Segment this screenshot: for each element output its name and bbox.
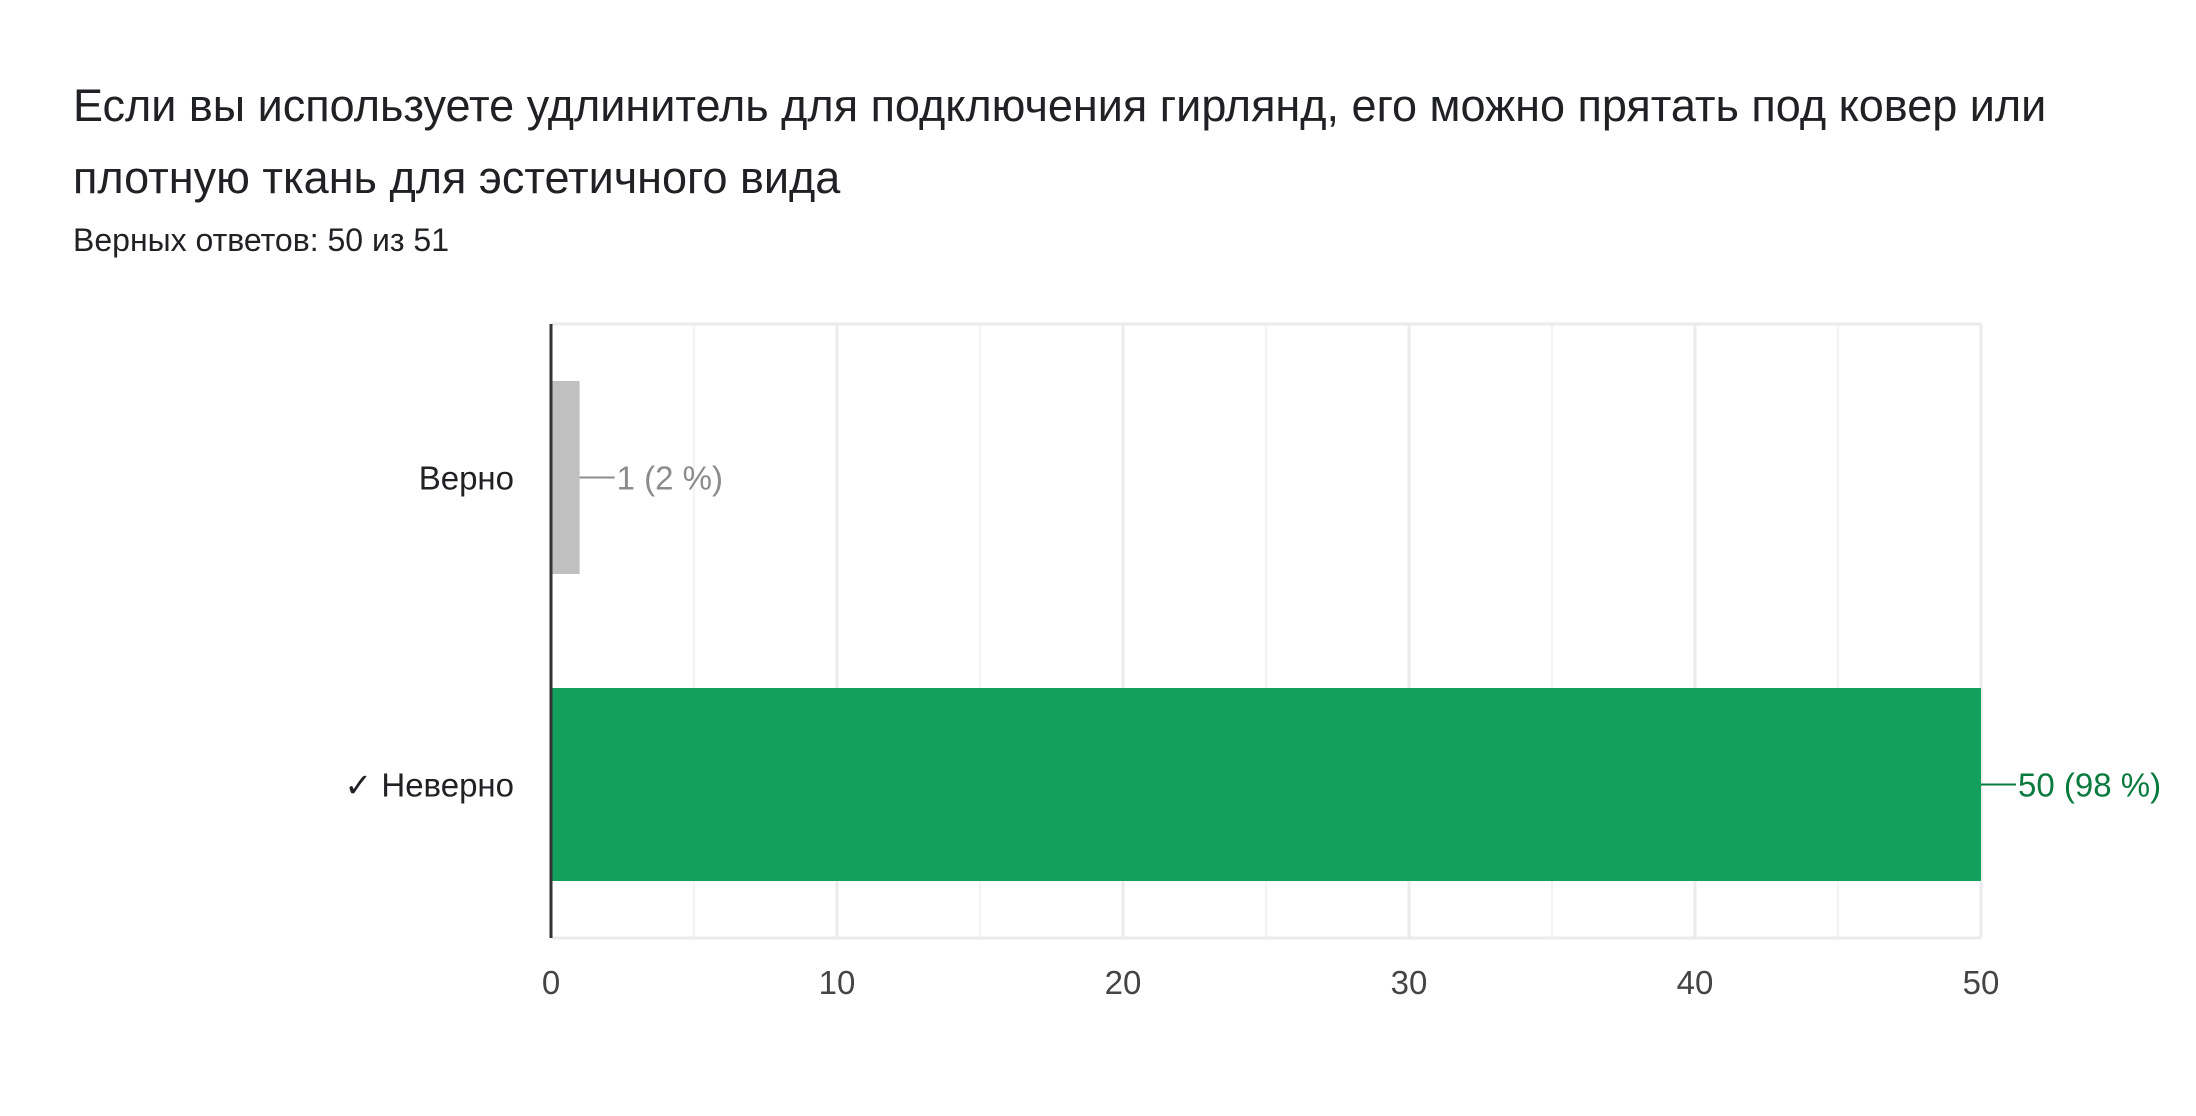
category-label: Верно [419,460,514,497]
question-title: Если вы используете удлинитель для подкл… [73,80,2047,203]
bar-0 [551,381,580,574]
x-tick-label: 20 [1105,964,1142,1001]
x-tick-label: 50 [1963,964,2000,1001]
category-label: ✓ Неверно [345,767,514,804]
value-label: 1 (2 %) [617,460,723,497]
x-tick-label: 0 [542,964,560,1001]
x-tick-label: 10 [819,964,856,1001]
x-tick-label: 30 [1391,964,1428,1001]
value-label: 50 (98 %) [2018,767,2161,804]
x-tick-label: 40 [1677,964,1714,1001]
bar-1 [551,688,1981,881]
correct-answers-summary: Верных ответов: 50 из 51 [73,222,450,258]
